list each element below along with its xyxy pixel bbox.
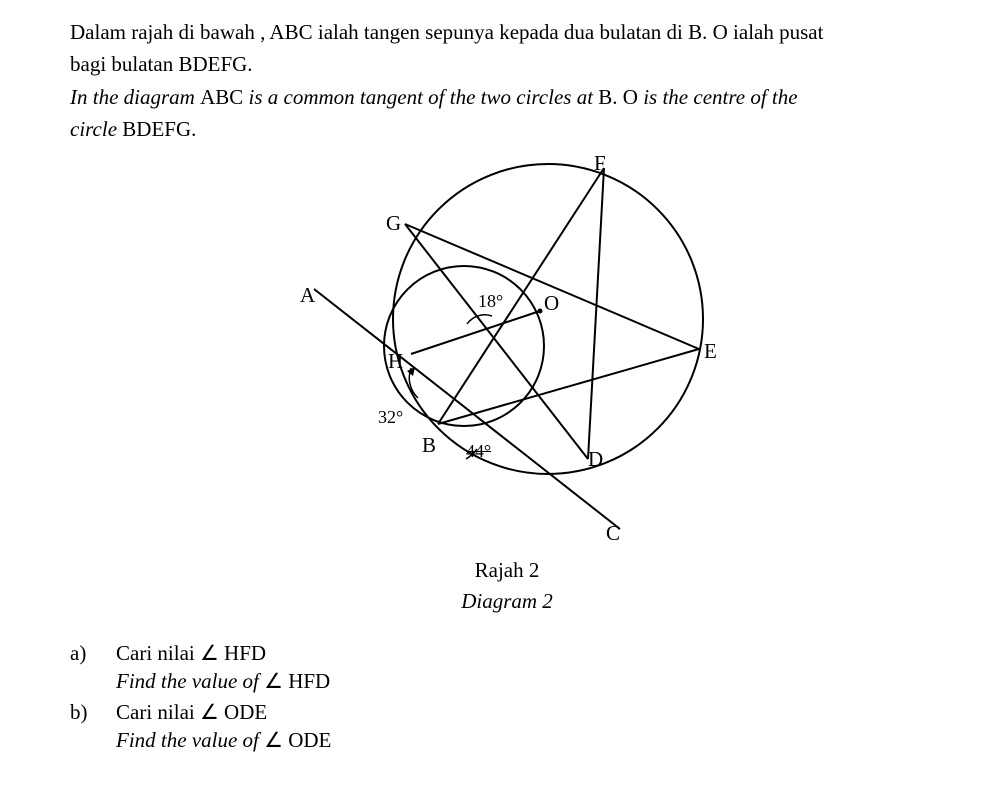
intro-en-bo: B. O — [598, 85, 638, 109]
line-abc — [314, 289, 620, 529]
label-f: F — [594, 149, 606, 177]
question-b-en-pre: Find the value of — [116, 728, 264, 752]
label-a: A — [300, 281, 315, 309]
intro-en-line2: circle BDEFG. — [70, 115, 944, 143]
angle-44: 44° — [466, 439, 491, 463]
question-a-label: a) — [70, 639, 116, 667]
intro-ms-line1: Dalam rajah di bawah , ABC ialah tangen … — [70, 18, 944, 46]
question-b-en-ang: ∠ ODE — [264, 728, 331, 752]
label-o: O — [544, 289, 559, 317]
diagram-caption-ms: Rajah 2 — [70, 556, 944, 584]
circle-big — [393, 164, 703, 474]
intro-en-line1: In the diagram ABC is a common tangent o… — [70, 83, 944, 111]
label-g: G — [386, 209, 401, 237]
line-bf — [438, 168, 604, 424]
intro-en-pre: In the diagram — [70, 85, 200, 109]
intro-en-line2-pre: circle — [70, 117, 122, 141]
question-b-en: Find the value of ∠ ODE — [116, 726, 331, 754]
intro-ms-line2: bagi bulatan BDEFG. — [70, 50, 944, 78]
question-a-en-pre: Find the value of — [116, 669, 264, 693]
line-ge — [405, 224, 699, 349]
label-h: H — [388, 347, 403, 375]
line-be — [438, 349, 699, 424]
circle-small — [384, 266, 544, 426]
diagram-caption-en: Diagram 2 — [70, 587, 944, 615]
question-a-en: Find the value of ∠ HFD — [116, 667, 330, 695]
question-a-en-ang: ∠ HFD — [264, 669, 330, 693]
angle-32: 32° — [378, 405, 403, 429]
label-b: B — [422, 431, 436, 459]
question-a-ms: Cari nilai ∠ HFD — [116, 639, 330, 667]
intro-en-abc: ABC — [200, 85, 243, 109]
intro-en-post: is the centre of the — [638, 85, 798, 109]
intro-en-mid: is a common tangent of the two circles a… — [243, 85, 598, 109]
question-b-ms: Cari nilai ∠ ODE — [116, 698, 331, 726]
question-b-label: b) — [70, 698, 116, 726]
diagram-figure: F G A H O E B D C 18° 32° 44° — [272, 149, 742, 554]
label-d: D — [588, 445, 603, 473]
line-df — [588, 168, 604, 459]
label-e: E — [704, 337, 717, 365]
angle-18: 18° — [478, 289, 503, 313]
intro-en-line2-bdefg: BDEFG. — [122, 117, 196, 141]
label-c: C — [606, 519, 620, 547]
point-o-dot — [538, 309, 543, 314]
